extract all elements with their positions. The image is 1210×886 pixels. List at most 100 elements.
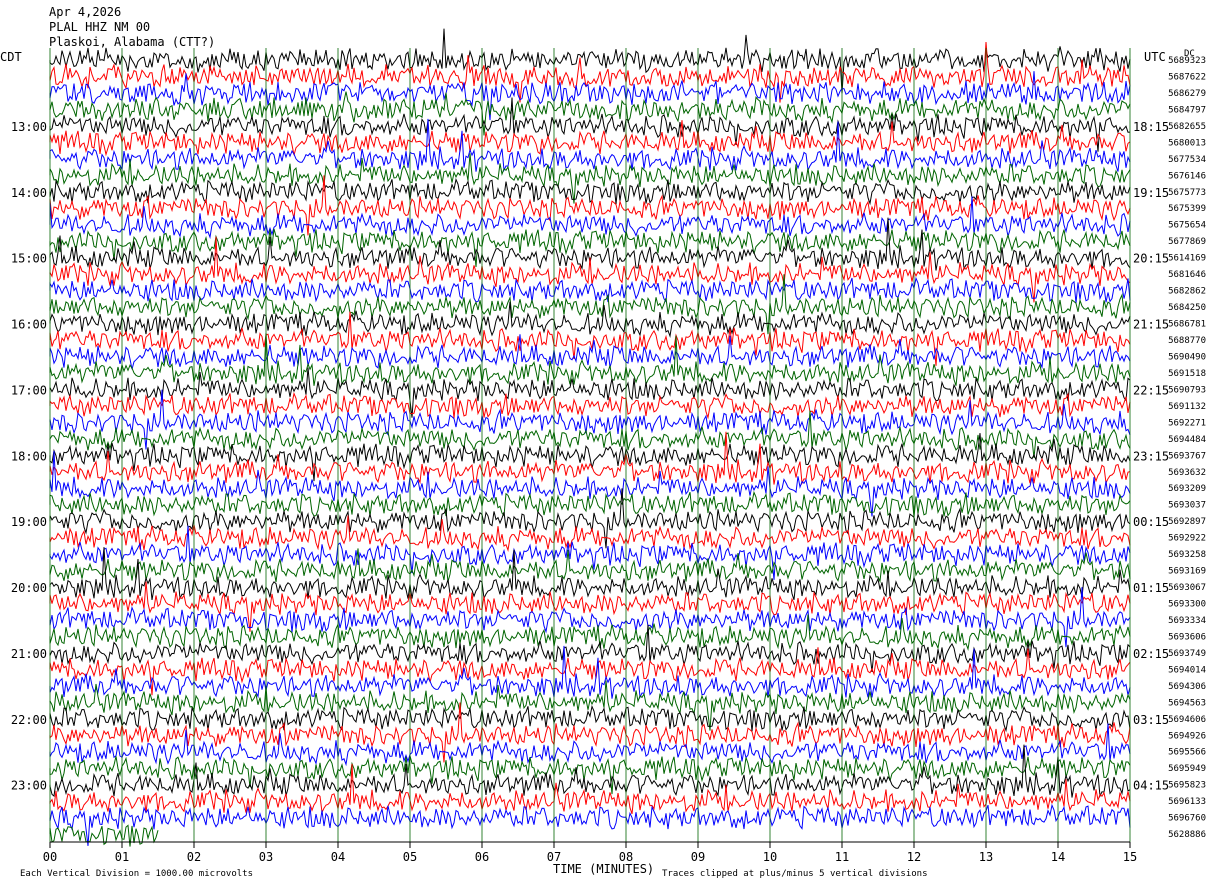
dc-offset-label: 5688770 [1168,336,1206,346]
station-code: PLAL HHZ NM 00 [49,20,150,34]
trace-line [49,624,1131,672]
trace-line [49,28,1131,94]
right-hour-label: 03:15 [1133,713,1169,727]
right-hour-label: 21:15 [1133,318,1169,332]
record-date: Apr 4,2026 [49,5,121,19]
dc-label: DC [1184,49,1195,59]
trace-line [49,744,1131,798]
trace-line [49,217,1131,271]
trace-line [49,515,1131,553]
right-hour-label: 20:15 [1133,252,1169,266]
trace-line [49,97,1131,152]
x-tick-label: 12 [907,850,921,864]
dc-offset-label: 5628886 [1168,830,1206,840]
x-tick-label: 04 [331,850,345,864]
dc-offset-label: 5684797 [1168,105,1206,115]
trace-line [49,548,1131,584]
dc-offset-label: 5693258 [1168,550,1206,560]
left-hour-label: 13:00 [11,120,47,134]
trace-line [49,334,1131,370]
trace-line [49,118,1131,172]
trace-line [49,391,1131,420]
trace-line [49,276,1131,304]
left-hour-label: 16:00 [11,318,47,332]
dc-offset-label: 5691518 [1168,369,1206,379]
x-axis-title: TIME (MINUTES) [553,862,654,876]
trace-line [49,311,1131,366]
dc-offset-label: 5675654 [1168,221,1206,231]
dc-offset-label: 5681646 [1168,270,1206,280]
dc-offset-label: 5684250 [1168,303,1206,313]
left-hour-label: 19:00 [11,515,47,529]
trace-line [49,41,1131,103]
x-tick-label: 01 [115,850,129,864]
dc-offset-label: 5693749 [1168,649,1206,659]
dc-offset-label: 5694014 [1168,665,1206,675]
right-timezone-label: UTC [1144,50,1166,64]
trace-line [49,433,1131,482]
vertical-gridlines [49,48,1131,842]
dc-offset-label: 5693037 [1168,501,1206,511]
left-hour-label: 20:00 [11,581,47,595]
dc-offset-label: 5693334 [1168,616,1206,626]
dc-offset-label: 5696760 [1168,814,1206,824]
trace-line [49,587,1131,648]
x-tick-label: 09 [691,850,705,864]
dc-offset-label: 5693767 [1168,451,1206,461]
trace-line [49,274,1131,335]
trace-line [49,410,1131,458]
dc-offset-label: 5676146 [1168,171,1206,181]
dc-offset-label: 5692897 [1168,517,1206,527]
x-tick-label: 08 [619,850,633,864]
clip-note: Traces clipped at plus/minus 5 vertical … [662,869,928,879]
dc-offset-label: 5690793 [1168,385,1206,395]
left-hour-labels: 13:00 14:00 15:00 16:00 17:00 18:00 19:00 20:00… [11,120,47,793]
trace-line [49,177,1131,206]
trace-line [49,120,1131,157]
right-hour-label: 23:15 [1133,449,1169,463]
trace-line [49,301,1131,338]
dc-offset-label: 5695823 [1168,781,1206,791]
right-hour-label: 22:15 [1133,383,1169,397]
trace-line [49,702,1131,763]
left-hour-label: 15:00 [11,252,47,266]
trace-line [49,647,1131,696]
trace-line [49,704,1131,733]
left-hour-label: 14:00 [11,186,47,200]
left-hour-label: 23:00 [11,779,47,793]
x-tick-label: 05 [403,850,417,864]
dc-offset-label: 5694926 [1168,731,1206,741]
x-tick-label: 02 [187,850,201,864]
x-tick-label: 06 [475,850,489,864]
left-hour-label: 17:00 [11,383,47,397]
x-axis-ticks: 00 01 02 03 04 05 06 07 08 09 10 11 12 13 14 15 [43,842,1137,864]
trace-line [49,763,1131,815]
trace-line [49,824,159,847]
trace-line [49,196,1131,240]
x-tick-label: 11 [835,850,849,864]
dc-offset-label: 5693606 [1168,632,1206,642]
scale-note: Each Vertical Division = 1000.00 microvo… [20,869,253,879]
dc-offset-label: 5682655 [1168,122,1206,132]
dc-offset-label: 5694606 [1168,715,1206,725]
trace-line [49,525,1131,580]
right-hour-label: 19:15 [1133,186,1169,200]
dc-offset-label: 5686781 [1168,320,1206,330]
trace-line [49,228,1131,268]
dc-offset-label: 5690490 [1168,352,1206,362]
x-tick-label: 10 [763,850,777,864]
dc-offset-label: 5693300 [1168,600,1206,610]
x-tick-label: 15 [1123,850,1137,864]
trace-line [49,91,1131,136]
dc-offset-label: 5675773 [1168,188,1206,198]
trace-line [49,236,1131,303]
trace-line [49,490,1131,518]
dc-offset-label: 5692271 [1168,418,1206,428]
dc-offset-label: 5691132 [1168,402,1206,412]
right-hour-label: 02:15 [1133,647,1169,661]
dc-offset-label: 5693169 [1168,567,1206,577]
trace-line [49,488,1131,549]
x-tick-label: 07 [547,850,561,864]
dc-offset-label: 5693209 [1168,484,1206,494]
trace-line [49,332,1131,387]
